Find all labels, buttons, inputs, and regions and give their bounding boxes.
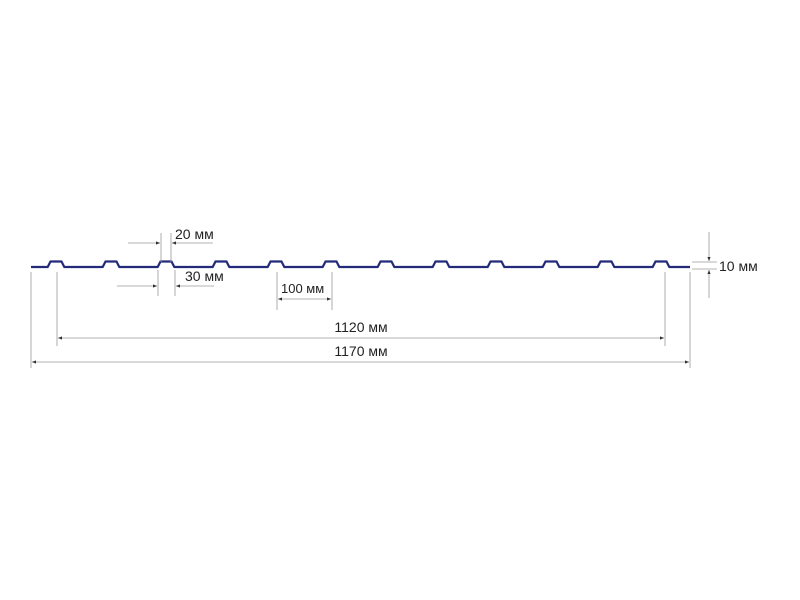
dimension-total-width: 1170 мм bbox=[30, 272, 691, 368]
dimension-useful-width: 1120 мм bbox=[56, 272, 666, 346]
height-label: 10 мм bbox=[719, 258, 758, 274]
dimension-pitch: 100 мм bbox=[276, 272, 333, 310]
useful-width-label: 1120 мм bbox=[334, 319, 387, 335]
total-width-label: 1170 мм bbox=[334, 343, 387, 359]
dimension-crest-top: 20 мм bbox=[128, 226, 214, 262]
pitch-label: 100 мм bbox=[281, 281, 324, 296]
crest-bottom-label: 30 мм bbox=[185, 268, 224, 284]
corrugated-sheet-profile bbox=[31, 260, 690, 269]
dimension-crest-bottom: 30 мм bbox=[117, 268, 224, 296]
crest-top-label: 20 мм bbox=[175, 226, 214, 242]
dimension-height: 10 мм bbox=[692, 232, 758, 298]
